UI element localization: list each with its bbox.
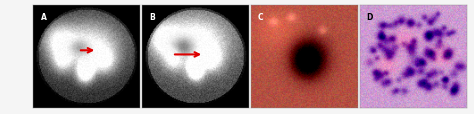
Text: A: A <box>41 13 46 22</box>
Text: B: B <box>150 13 155 22</box>
Text: D: D <box>367 13 373 22</box>
Text: C: C <box>257 13 263 22</box>
